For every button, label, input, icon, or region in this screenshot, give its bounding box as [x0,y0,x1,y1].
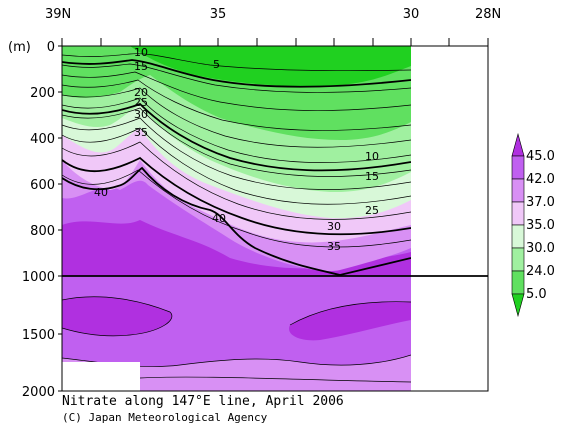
y-tick-400: 400 [30,132,55,147]
contour-label-10-a: 10 [134,46,148,59]
contour-label-20: 20 [134,86,148,99]
x-tick-label-39n: 39N [45,7,71,22]
colorbar-label-45: 45.0 [526,149,555,164]
contour-label-15-a: 15 [134,60,148,73]
y-tick-200: 200 [30,86,55,101]
thick-contours [62,59,411,276]
contour-label-5: 5 [213,58,220,71]
contour-label-15-b: 15 [365,170,379,183]
x-tick-label-35: 35 [210,7,227,22]
contour-label-25-b: 25 [365,204,379,217]
station-markers [61,38,489,46]
chart-credit: (C) Japan Meteorological Agency [62,411,268,424]
colorbar-segment-above-45 [511,132,525,157]
contour-label-25-a: 25 [134,96,148,109]
y-tick-1000: 1000 [22,270,55,285]
colorbar-segment-24-30 [511,247,525,272]
contour-labels: 10 15 5 20 25 30 35 40 40 10 15 25 30 35 [94,46,379,253]
colorbar-segment-37-42 [511,178,525,203]
colorbar-label-24: 24.0 [526,264,555,279]
y-tick-0: 0 [47,40,55,55]
upper-panel [62,46,411,276]
contour-label-40-b: 40 [212,212,226,225]
contour-label-30-b: 30 [327,220,341,233]
lower-band-above-45-right [289,301,411,341]
contour-label-40-a: 40 [94,186,108,199]
plot-frame [61,45,489,392]
colorbar: 45.0 42.0 37.0 35.0 30.0 24.0 5.0 [511,132,555,318]
contour-label-35-a: 35 [134,126,148,139]
colorbar-label-5: 5.0 [526,287,547,302]
colorbar-label-35: 35.0 [526,218,555,233]
colorbar-segment-35-37 [511,201,525,226]
colorbar-segment-below-5 [511,293,525,318]
colorbar-label-42: 42.0 [526,172,555,187]
y-tick-800: 800 [30,224,55,239]
colorbar-label-30: 30.0 [526,241,555,256]
chart-title: Nitrate along 147°E line, April 2006 [62,394,344,409]
colorbar-label-37: 37.0 [526,195,555,210]
x-tick-label-30: 30 [403,7,420,22]
colorbar-segment-30-35 [511,224,525,249]
colorbar-segment-5-24 [511,270,525,295]
contour-label-30-a: 30 [134,108,148,121]
missing-data-region [62,362,140,391]
y-tick-1500: 1500 [22,328,55,343]
lower-contour-lines [62,296,411,383]
y-axis-unit: (m) [8,40,31,55]
colorbar-segment-42-45 [511,155,525,180]
band-below-5 [130,46,411,87]
x-tick-label-28n: 28N [475,7,501,22]
y-tick-2000: 2000 [22,385,55,400]
contour-label-10-b: 10 [365,150,379,163]
y-axis-ticks [58,45,62,392]
y-tick-600: 600 [30,178,55,193]
lower-band-42-45 [62,276,411,367]
lower-band-above-45-left [62,296,172,336]
contour-label-35-b: 35 [327,240,341,253]
